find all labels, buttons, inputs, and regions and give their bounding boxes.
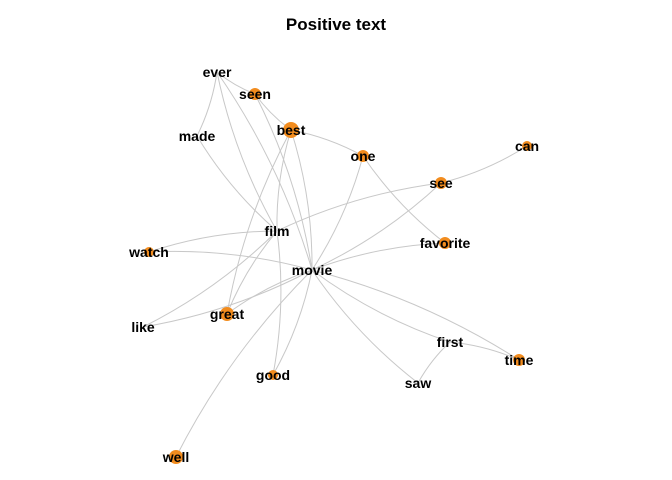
edge-movie-time [311,269,520,361]
node-label-time: time [505,352,534,368]
node-label-great: great [210,306,245,322]
edge-best-great [226,129,292,315]
node-label-watch: watch [128,244,169,260]
node-label-best: best [277,122,306,138]
edge-ever-made [196,71,218,137]
node-label-film: film [265,223,290,239]
edge-see-movie [311,182,442,271]
edge-layer [142,71,528,458]
node-dot-well [169,450,183,464]
edge-best-movie [290,129,313,271]
edge-film-watch [148,230,278,253]
edge-seen-movie [254,93,313,271]
node-dot-best [283,122,299,138]
node-dot-watch [144,247,154,257]
edge-movie-good [272,269,313,376]
edge-movie-watch [148,250,313,271]
edge-ever-film [216,71,278,232]
node-dot-can [522,141,532,151]
node-dot-time [513,354,525,366]
node-dot-layer [144,88,532,464]
edge-movie-saw [311,269,419,384]
node-dot-favorite [439,237,451,249]
node-dot-seen [249,88,261,100]
edge-see-film [276,182,442,232]
node-dot-one [357,150,369,162]
node-label-well: well [162,449,189,465]
edge-made-film [196,135,278,232]
edge-best-film [276,129,292,232]
edge-first-saw [417,341,451,384]
edge-can-see [440,145,528,184]
edge-film-like [142,230,278,328]
node-dot-see [435,177,447,189]
edge-movie-well [175,269,313,458]
edge-movie-first [311,269,451,343]
node-label-good: good [256,367,290,383]
edge-first-time [449,341,520,361]
edge-movie-great [226,269,313,315]
edge-film-good [272,230,282,376]
node-label-saw: saw [405,375,432,391]
node-dot-great [220,307,234,321]
node-label-can: can [515,138,539,154]
node-label-one: one [351,148,376,164]
edge-movie-like [142,269,313,328]
node-label-see: see [429,175,453,191]
node-dot-good [268,370,278,380]
edge-one-favorite [362,155,446,244]
node-label-seen: seen [239,86,271,102]
edge-film-great [226,230,278,315]
node-label-first: first [437,334,464,350]
node-label-movie: movie [292,262,333,278]
diagram-title: Positive text [286,15,386,34]
edge-movie-favorite [311,242,446,271]
node-label-made: made [179,128,216,144]
node-label-like: like [131,319,155,335]
edge-one-movie [311,155,364,271]
node-label-favorite: favorite [420,235,471,251]
node-label-layer: ever seen made best one can see film favorite wat… [128,64,539,465]
node-label-ever: ever [203,64,232,80]
